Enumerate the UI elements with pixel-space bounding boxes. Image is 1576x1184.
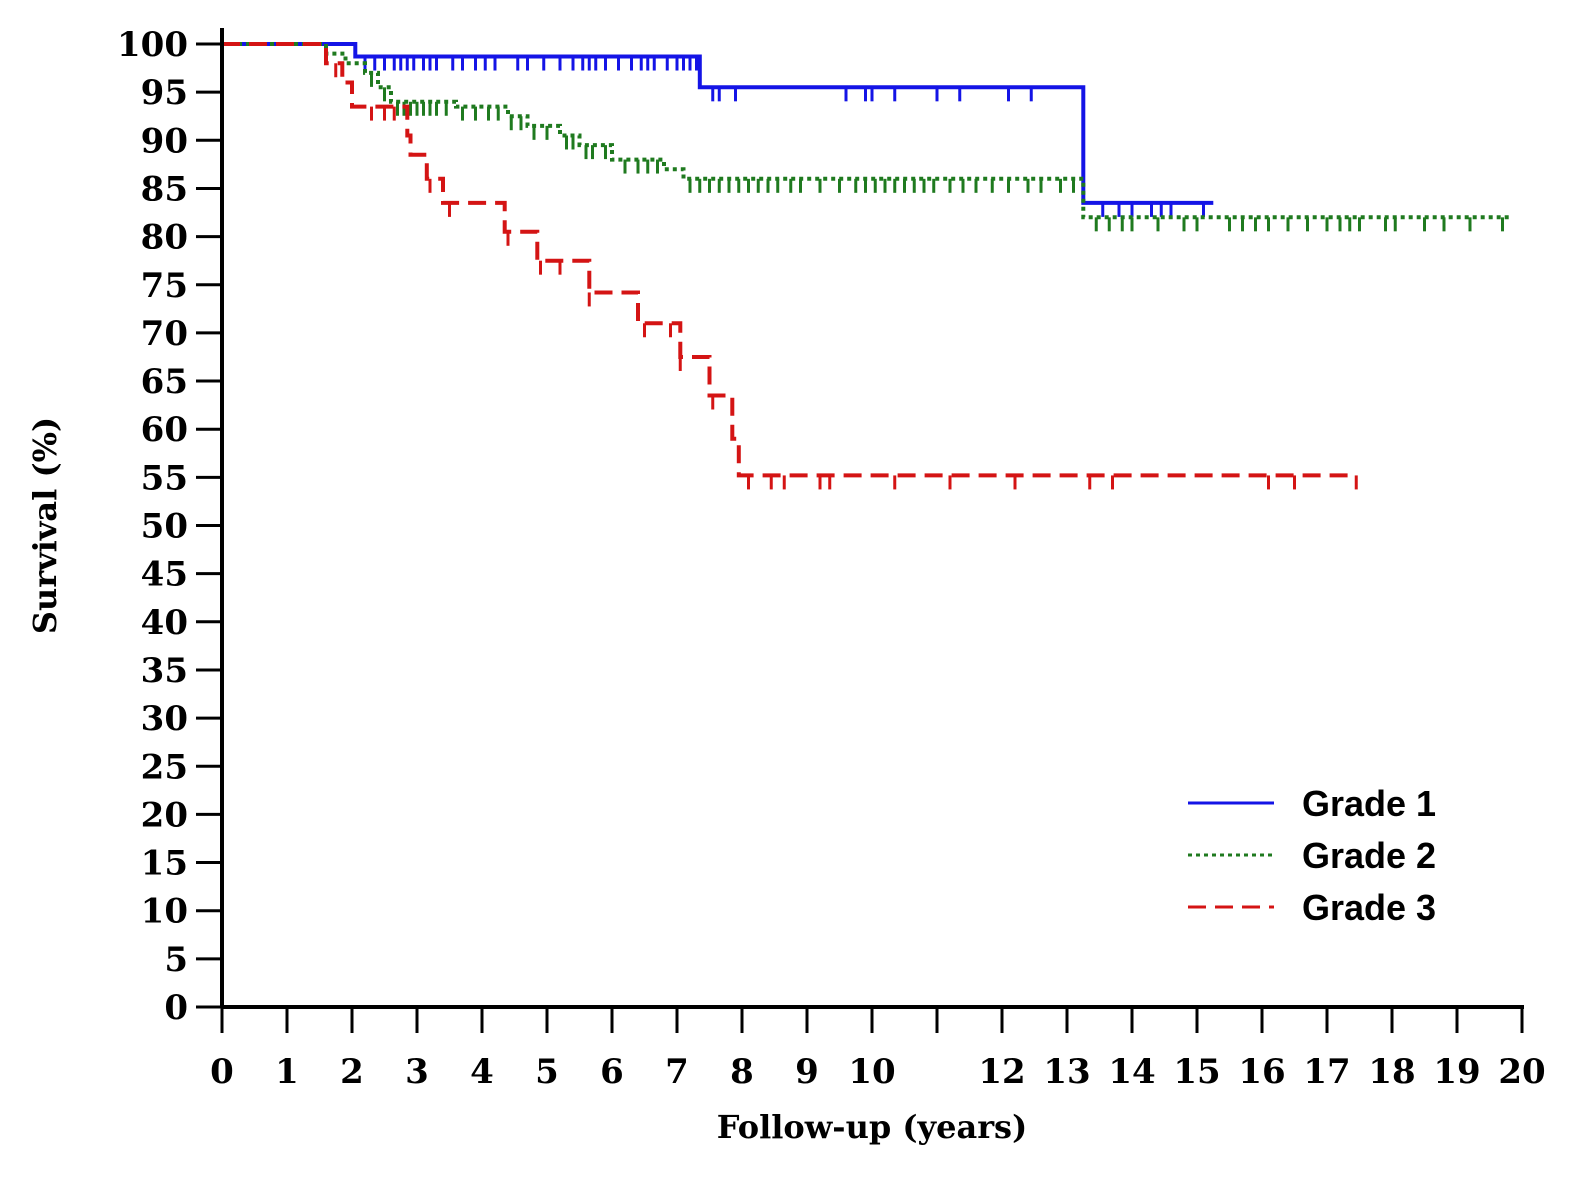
x-tick-label: 20: [1498, 1052, 1545, 1092]
x-tick-label: 7: [665, 1052, 689, 1092]
y-tick-label: 30: [141, 699, 188, 739]
x-tick-label: 13: [1043, 1052, 1090, 1092]
x-tick-label: 10: [848, 1052, 895, 1092]
y-tick-label: 95: [141, 73, 188, 113]
y-tick-label: 90: [141, 121, 188, 161]
x-tick-label: 16: [1238, 1052, 1285, 1092]
y-tick-label: 0: [164, 988, 188, 1028]
ticks-layer: 0510152025303540455055606570758085909510…: [117, 25, 1546, 1092]
series-layer: [222, 42, 1509, 490]
y-tick-label: 70: [141, 314, 188, 354]
x-tick-label: 6: [600, 1052, 624, 1092]
series-grade-3: [222, 42, 1358, 490]
x-tick-label: 12: [978, 1052, 1025, 1092]
y-tick-label: 75: [141, 266, 188, 306]
legend-label: Grade 3: [1302, 887, 1436, 928]
y-tick-label: 5: [164, 940, 188, 980]
x-tick-label: 8: [730, 1052, 754, 1092]
x-tick-label: 19: [1433, 1052, 1480, 1092]
x-tick-label: 2: [340, 1052, 364, 1092]
x-axis-title: Follow-up (years): [717, 1108, 1027, 1146]
legend: Grade 1 Grade 2 Grade 3: [1188, 783, 1436, 928]
y-tick-label: 10: [141, 892, 188, 932]
series-grade-2: [222, 42, 1509, 232]
y-tick-label: 100: [117, 25, 188, 65]
y-tick-label: 60: [141, 410, 188, 450]
y-tick-label: 85: [141, 169, 188, 209]
x-tick-label: 9: [795, 1052, 819, 1092]
y-tick-label: 15: [141, 844, 188, 884]
x-tick-label: 3: [405, 1052, 429, 1092]
x-tick-label: 4: [470, 1052, 494, 1092]
legend-label: Grade 2: [1302, 835, 1436, 876]
y-tick-label: 40: [141, 603, 188, 643]
series-line-grade-2: [222, 42, 1509, 220]
y-tick-label: 55: [141, 458, 188, 498]
x-tick-label: 15: [1173, 1052, 1220, 1092]
y-tick-label: 65: [141, 362, 188, 402]
series-grade-1: [222, 42, 1214, 217]
x-tick-label: 5: [535, 1052, 559, 1092]
y-tick-label: 45: [141, 555, 188, 595]
series-line-grade-3: [222, 42, 1357, 478]
y-tick-label: 20: [141, 795, 188, 835]
x-tick-label: 17: [1303, 1052, 1350, 1092]
x-tick-label: 0: [210, 1052, 234, 1092]
x-tick-label: 14: [1108, 1052, 1155, 1092]
y-tick-label: 25: [141, 747, 188, 787]
y-tick-label: 50: [141, 507, 188, 547]
legend-label: Grade 1: [1302, 783, 1436, 824]
x-tick-label: 18: [1368, 1052, 1415, 1092]
x-tick-label: 1: [275, 1052, 299, 1092]
y-tick-label: 80: [141, 218, 188, 258]
y-axis-title: Survival (%): [26, 417, 64, 634]
y-tick-label: 35: [141, 651, 188, 691]
